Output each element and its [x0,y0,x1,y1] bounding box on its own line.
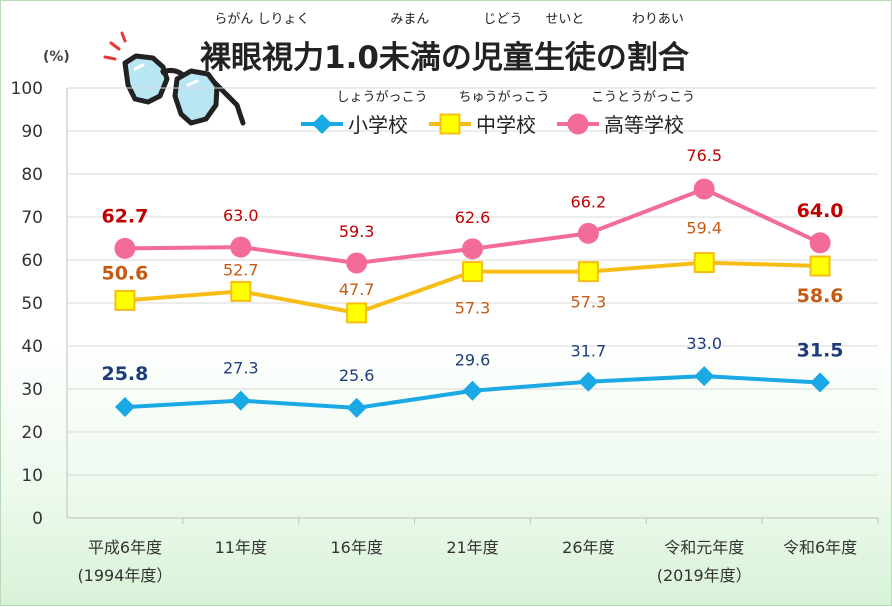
y-tick-label: 100 [11,79,43,99]
title-segment: 生徒 [534,40,597,76]
y-tick-label: 70 [21,208,43,228]
series-layer [114,178,831,418]
y-tick-label: 80 [21,165,43,185]
data-point [567,113,589,135]
data-point [114,397,135,418]
x-tick-label: 26年度 [562,538,614,557]
data-point [346,252,368,274]
data-point [462,261,483,283]
data-point [809,255,831,277]
x-tick-label: 21年度 [446,538,498,557]
data-label: 33.0 [686,334,722,353]
data-label: 27.3 [223,359,259,378]
legend-ruby-elementary: しょうがっこう [336,90,427,105]
x-tick-label: 令和元年度 [664,538,744,557]
title-segment: の [441,40,472,76]
title-segment: の [596,40,627,76]
legend-label-high: 高等学校 [604,113,684,137]
data-point [114,289,136,311]
data-point [462,380,483,401]
data-label: 66.2 [571,192,607,211]
y-tick-label: 10 [21,466,43,486]
legend-label-elementary: 小学校 [348,113,408,137]
sparkle-marks [103,31,127,61]
legend-ruby-high: こうとうがっこう [591,90,695,105]
y-tick-label: 0 [32,509,43,529]
data-point [577,261,599,283]
title-segment: 割合 [627,40,689,76]
title-ruby: じどう [483,12,522,27]
data-point [810,372,831,393]
y-axis: 0 10 20 30 40 50 60 70 80 90 100(%) [11,49,70,529]
x-tick-label: 平成6年度 [88,538,162,557]
x-tick-label: 11年度 [215,538,267,557]
data-point [694,366,715,387]
data-label: 59.3 [339,222,375,241]
data-point [577,222,599,244]
legend-label-junior_high: 中学校 [476,113,536,137]
data-label: 57.3 [571,293,607,312]
data-point [114,237,136,259]
x-tick-label: 令和6年度 [783,538,857,557]
title-ruby: わりあい [632,12,684,27]
data-point [346,302,368,324]
data-label: 25.6 [339,366,375,385]
y-tick-label: 40 [21,337,43,357]
data-labels: 25.8 27.3 25.6 29.6 31.7 33.0 31.5 50.6 52.7 47.7… [101,146,843,385]
y-tick-label: 60 [21,251,43,271]
data-point [312,114,332,134]
data-label: 31.5 [797,340,844,362]
title-segment: 児童 [472,40,534,76]
data-point [230,390,251,411]
y-tick-label: 30 [21,380,43,400]
data-label: 58.6 [797,285,844,307]
data-label: 50.6 [101,262,148,284]
data-label: 76.5 [686,146,722,165]
data-point [462,238,483,260]
data-point [346,397,367,418]
data-label: 52.7 [223,260,259,279]
data-label: 29.6 [455,351,491,370]
data-label: 62.6 [455,208,491,227]
data-point [809,232,831,254]
title-segment: 未満 [379,40,441,76]
data-point [230,236,252,258]
y-tick-label: 50 [21,294,43,314]
x-tick-sublabel: (2019年度） [657,566,752,585]
x-axis: 平成6年度 (1994年度） 11年度 16年度 21年度 26年度 令和元年度 (2019年… [77,518,879,585]
data-point [439,113,461,135]
data-label: 62.7 [101,205,148,227]
y-tick-label: 20 [21,423,43,443]
title-segment: 1.0 [324,40,379,76]
data-label: 59.4 [686,219,722,238]
y-tick-label: 90 [21,122,43,142]
y-unit-label: (%) [43,49,70,65]
data-label: 64.0 [797,200,844,222]
title-segment: 裸眼視力 [200,40,324,76]
data-point [578,371,599,392]
data-label: 47.7 [339,280,375,299]
title-ruby: みまん [390,12,429,27]
x-tick-sublabel: (1994年度） [77,566,172,585]
data-point [230,280,252,302]
data-point [693,252,715,274]
data-label: 31.7 [571,342,607,361]
legend-ruby-junior_high: ちゅうがっこう [458,90,549,105]
data-label: 63.0 [223,206,259,225]
title-ruby: らがん しりょく [214,12,309,27]
title-ruby: せいと [545,12,584,27]
data-label: 57.3 [455,299,491,318]
data-point [693,178,715,200]
grid-lines [67,87,878,519]
data-label: 25.8 [101,363,148,385]
x-tick-label: 16年度 [330,538,382,557]
title-text: 裸眼視力1.0未満の児童生徒の割合 [200,40,689,76]
